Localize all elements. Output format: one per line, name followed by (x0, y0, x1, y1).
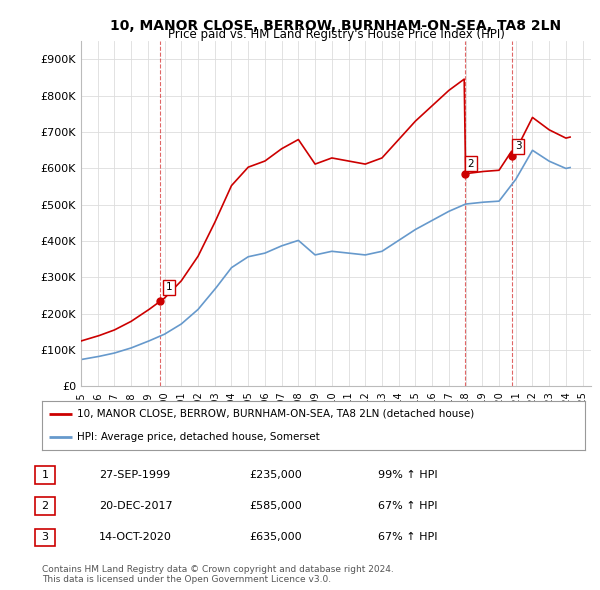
Text: Price paid vs. HM Land Registry's House Price Index (HPI): Price paid vs. HM Land Registry's House … (167, 28, 505, 41)
Text: 2: 2 (467, 159, 474, 169)
Text: 20-DEC-2017: 20-DEC-2017 (99, 502, 173, 511)
Text: £635,000: £635,000 (249, 533, 302, 542)
Text: 67% ↑ HPI: 67% ↑ HPI (378, 533, 437, 542)
Text: 3: 3 (41, 533, 49, 542)
Text: 67% ↑ HPI: 67% ↑ HPI (378, 502, 437, 511)
Text: 27-SEP-1999: 27-SEP-1999 (99, 470, 170, 480)
Text: 10, MANOR CLOSE, BERROW, BURNHAM-ON-SEA, TA8 2LN: 10, MANOR CLOSE, BERROW, BURNHAM-ON-SEA,… (110, 19, 562, 33)
Text: Contains HM Land Registry data © Crown copyright and database right 2024.
This d: Contains HM Land Registry data © Crown c… (42, 565, 394, 584)
Text: 1: 1 (41, 470, 49, 480)
Text: 1: 1 (166, 282, 172, 292)
Text: HPI: Average price, detached house, Somerset: HPI: Average price, detached house, Some… (77, 432, 320, 442)
Text: 99% ↑ HPI: 99% ↑ HPI (378, 470, 437, 480)
Text: £235,000: £235,000 (249, 470, 302, 480)
Text: 14-OCT-2020: 14-OCT-2020 (99, 533, 172, 542)
Text: 10, MANOR CLOSE, BERROW, BURNHAM-ON-SEA, TA8 2LN (detached house): 10, MANOR CLOSE, BERROW, BURNHAM-ON-SEA,… (77, 409, 475, 419)
Text: £585,000: £585,000 (249, 502, 302, 511)
Text: 2: 2 (41, 502, 49, 511)
Text: 3: 3 (515, 141, 521, 151)
